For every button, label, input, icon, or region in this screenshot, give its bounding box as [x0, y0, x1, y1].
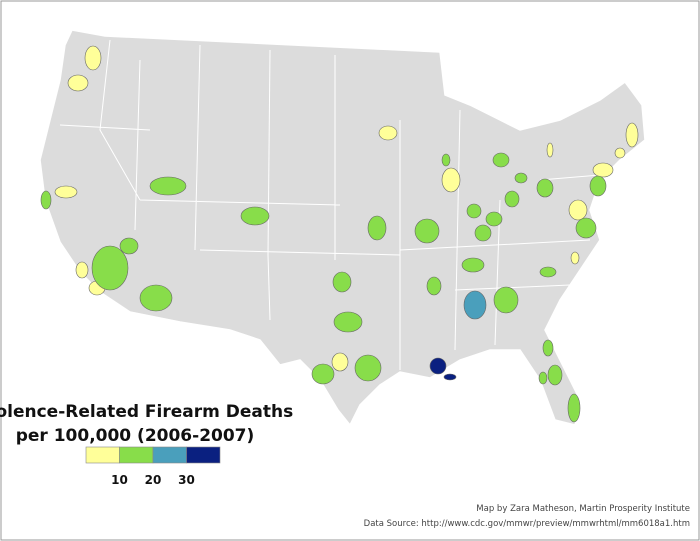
legend-tick-label: 10 [111, 473, 128, 487]
credit: Map by Zara Matheson, Martin Prosperity … [476, 504, 690, 514]
metro-areas [40, 45, 639, 423]
title-line: per 100,000 (2006-2007) [16, 426, 255, 446]
legend-tick-label: 30 [178, 473, 195, 487]
legend-swatch [119, 446, 154, 464]
state-lines [59, 39, 601, 370]
credit: Data Source: http://www.cdc.gov/mmwr/pre… [364, 519, 690, 529]
title-line: Violence-Related Firearm Deaths [0, 402, 293, 422]
legend-swatch [152, 446, 187, 464]
legend-swatch [85, 446, 120, 464]
legend-tick-label: 20 [145, 473, 162, 487]
legend-swatch [186, 446, 221, 464]
